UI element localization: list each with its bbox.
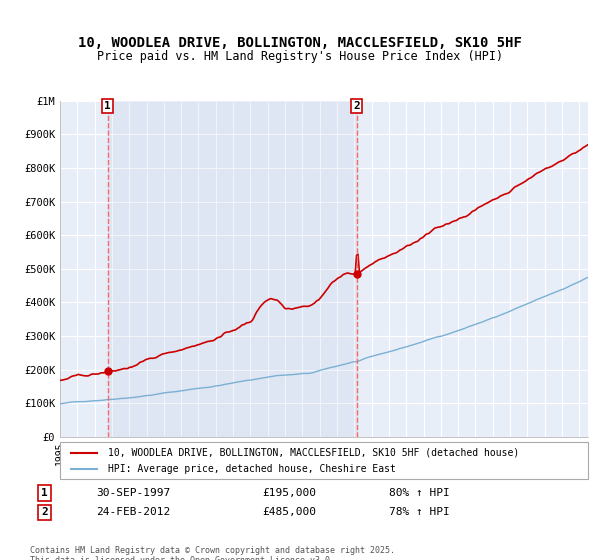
Text: £195,000: £195,000 (262, 488, 316, 498)
Bar (107, 101, 357, 437)
Text: 78% ↑ HPI: 78% ↑ HPI (389, 507, 449, 517)
Text: 30-SEP-1997: 30-SEP-1997 (96, 488, 170, 498)
Text: 80% ↑ HPI: 80% ↑ HPI (389, 488, 449, 498)
Text: HPI: Average price, detached house, Cheshire East: HPI: Average price, detached house, Ches… (107, 464, 395, 474)
Text: 2: 2 (41, 507, 48, 517)
Text: 1: 1 (41, 488, 48, 498)
Text: 10, WOODLEA DRIVE, BOLLINGTON, MACCLESFIELD, SK10 5HF (detached house): 10, WOODLEA DRIVE, BOLLINGTON, MACCLESFI… (107, 447, 519, 458)
Text: 1: 1 (104, 101, 111, 111)
Text: £485,000: £485,000 (262, 507, 316, 517)
Text: 10, WOODLEA DRIVE, BOLLINGTON, MACCLESFIELD, SK10 5HF: 10, WOODLEA DRIVE, BOLLINGTON, MACCLESFI… (78, 36, 522, 50)
Text: 2: 2 (353, 101, 360, 111)
Text: Contains HM Land Registry data © Crown copyright and database right 2025.
This d: Contains HM Land Registry data © Crown c… (30, 546, 395, 560)
Text: Price paid vs. HM Land Registry's House Price Index (HPI): Price paid vs. HM Land Registry's House … (97, 50, 503, 63)
Text: 24-FEB-2012: 24-FEB-2012 (96, 507, 170, 517)
FancyBboxPatch shape (60, 442, 588, 479)
